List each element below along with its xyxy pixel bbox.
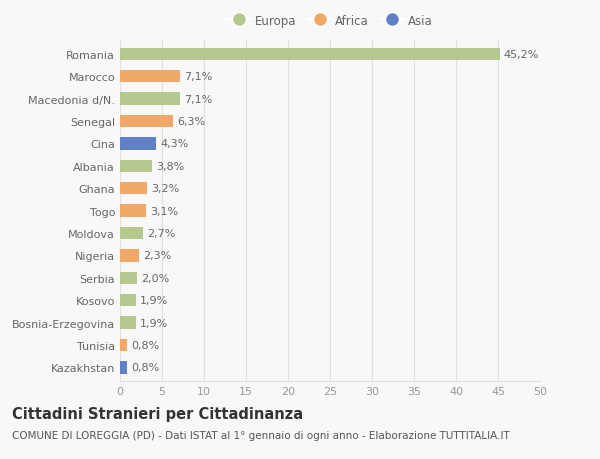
- Bar: [120, 294, 136, 307]
- Bar: [120, 160, 152, 173]
- Text: 1,9%: 1,9%: [140, 296, 169, 306]
- Bar: [120, 272, 137, 284]
- Text: 0,8%: 0,8%: [131, 340, 159, 350]
- Legend: Europa, Africa, Asia: Europa, Africa, Asia: [223, 10, 437, 32]
- Text: 2,7%: 2,7%: [147, 229, 175, 239]
- Bar: [120, 116, 173, 128]
- Text: Cittadini Stranieri per Cittadinanza: Cittadini Stranieri per Cittadinanza: [12, 406, 303, 421]
- Text: 7,1%: 7,1%: [184, 72, 212, 82]
- Bar: [120, 339, 127, 351]
- Bar: [120, 227, 143, 240]
- Text: 0,8%: 0,8%: [131, 363, 159, 373]
- Text: 2,0%: 2,0%: [141, 273, 169, 283]
- Text: 7,1%: 7,1%: [184, 95, 212, 104]
- Bar: [120, 205, 146, 217]
- Text: 3,2%: 3,2%: [151, 184, 179, 194]
- Bar: [120, 317, 136, 329]
- Text: 2,3%: 2,3%: [143, 251, 172, 261]
- Text: 4,3%: 4,3%: [160, 139, 188, 149]
- Bar: [120, 183, 147, 195]
- Text: COMUNE DI LOREGGIA (PD) - Dati ISTAT al 1° gennaio di ogni anno - Elaborazione T: COMUNE DI LOREGGIA (PD) - Dati ISTAT al …: [12, 431, 510, 441]
- Text: 6,3%: 6,3%: [177, 117, 205, 127]
- Text: 3,8%: 3,8%: [156, 162, 184, 172]
- Bar: [120, 250, 139, 262]
- Text: 45,2%: 45,2%: [504, 50, 539, 60]
- Text: 3,1%: 3,1%: [150, 206, 178, 216]
- Bar: [120, 93, 179, 106]
- Bar: [120, 49, 500, 61]
- Bar: [120, 361, 127, 374]
- Text: 1,9%: 1,9%: [140, 318, 169, 328]
- Bar: [120, 71, 179, 83]
- Bar: [120, 138, 156, 150]
